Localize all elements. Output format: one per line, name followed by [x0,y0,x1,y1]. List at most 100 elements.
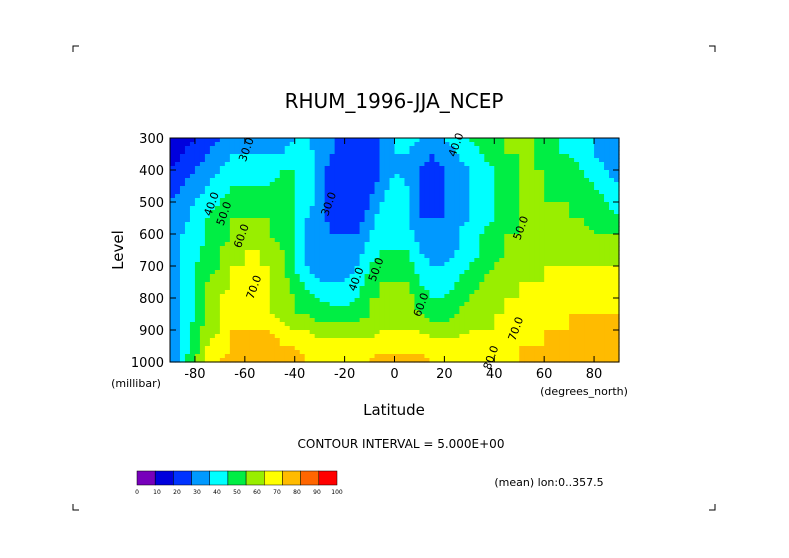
field-cell [274,266,281,271]
field-cell [369,290,376,295]
field-cell [334,230,341,235]
field-cell [179,226,186,231]
field-cell [509,354,515,359]
field-cell [589,206,595,211]
field-cell [469,222,475,227]
field-cell [204,294,211,299]
field-cell [439,278,445,283]
field-cell [354,194,361,199]
field-cell [259,326,266,331]
field-cell [499,254,505,259]
field-cell [189,242,196,247]
field-cell [479,186,485,191]
field-cell [459,146,465,151]
field-cell [279,190,286,195]
field-cell [229,350,236,355]
field-cell [519,206,525,211]
field-cell [454,146,460,151]
field-cell [509,142,515,147]
field-cell [434,186,440,191]
field-cell [234,354,241,359]
field-cell [549,250,555,255]
field-cell [519,274,525,279]
field-cell [534,174,540,179]
field-cell [589,338,595,343]
field-cell [314,246,321,251]
field-cell [504,198,510,203]
field-cell [594,202,600,207]
field-cell [254,242,261,247]
field-cell [444,142,450,147]
field-cell [494,166,500,171]
field-cell [364,314,371,319]
field-cell [549,286,555,291]
field-cell [229,330,236,335]
field-cell [214,274,221,279]
field-cell [209,142,216,147]
field-cell [319,190,326,195]
field-cell [409,158,416,163]
crop-mark-top-left [72,45,79,52]
field-cell [494,334,500,339]
field-cell [429,314,436,319]
field-cell [549,258,555,263]
field-cell [274,274,281,279]
field-cell [464,154,470,159]
field-cell [324,238,331,243]
field-cell [264,286,271,291]
field-cell [289,194,296,199]
field-cell [454,350,460,355]
field-cell [209,174,216,179]
field-cell [504,330,510,335]
field-cell [584,250,590,255]
field-cell [519,190,525,195]
field-cell [614,150,620,155]
field-cell [434,246,440,251]
field-cell [324,270,331,275]
field-cell [229,198,236,203]
field-cell [319,246,326,251]
field-cell [189,206,196,211]
field-cell [459,174,465,179]
field-cell [314,250,321,255]
field-cell [409,346,416,351]
field-cell [544,298,550,303]
field-cell [419,270,426,275]
field-cell [189,262,196,267]
field-cell [604,346,610,351]
field-cell [224,170,231,175]
field-cell [254,198,261,203]
field-cell [199,342,206,347]
field-cell [559,290,565,295]
field-cell [289,226,296,231]
field-cell [344,226,351,231]
field-cell [364,318,371,323]
field-cell [424,198,431,203]
field-cell [249,214,256,219]
field-cell [284,274,291,279]
field-cell [324,294,331,299]
field-cell [524,142,530,147]
field-cell [194,214,201,219]
field-cell [449,214,455,219]
field-cell [424,182,431,187]
field-cell [294,358,301,363]
field-cell [239,158,246,163]
field-cell [204,246,211,251]
field-cell [369,334,376,339]
field-cell [434,294,440,299]
field-cell [259,302,266,307]
field-cell [379,270,386,275]
field-cell [374,330,381,335]
field-cell [264,330,271,335]
field-cell [514,330,520,335]
field-cell [174,230,181,235]
field-cell [594,166,600,171]
field-cell [599,298,605,303]
field-cell [219,210,226,215]
field-cell [594,254,600,259]
field-cell [394,158,401,163]
field-cell [339,358,346,363]
field-cell [519,250,525,255]
field-cell [354,226,361,231]
